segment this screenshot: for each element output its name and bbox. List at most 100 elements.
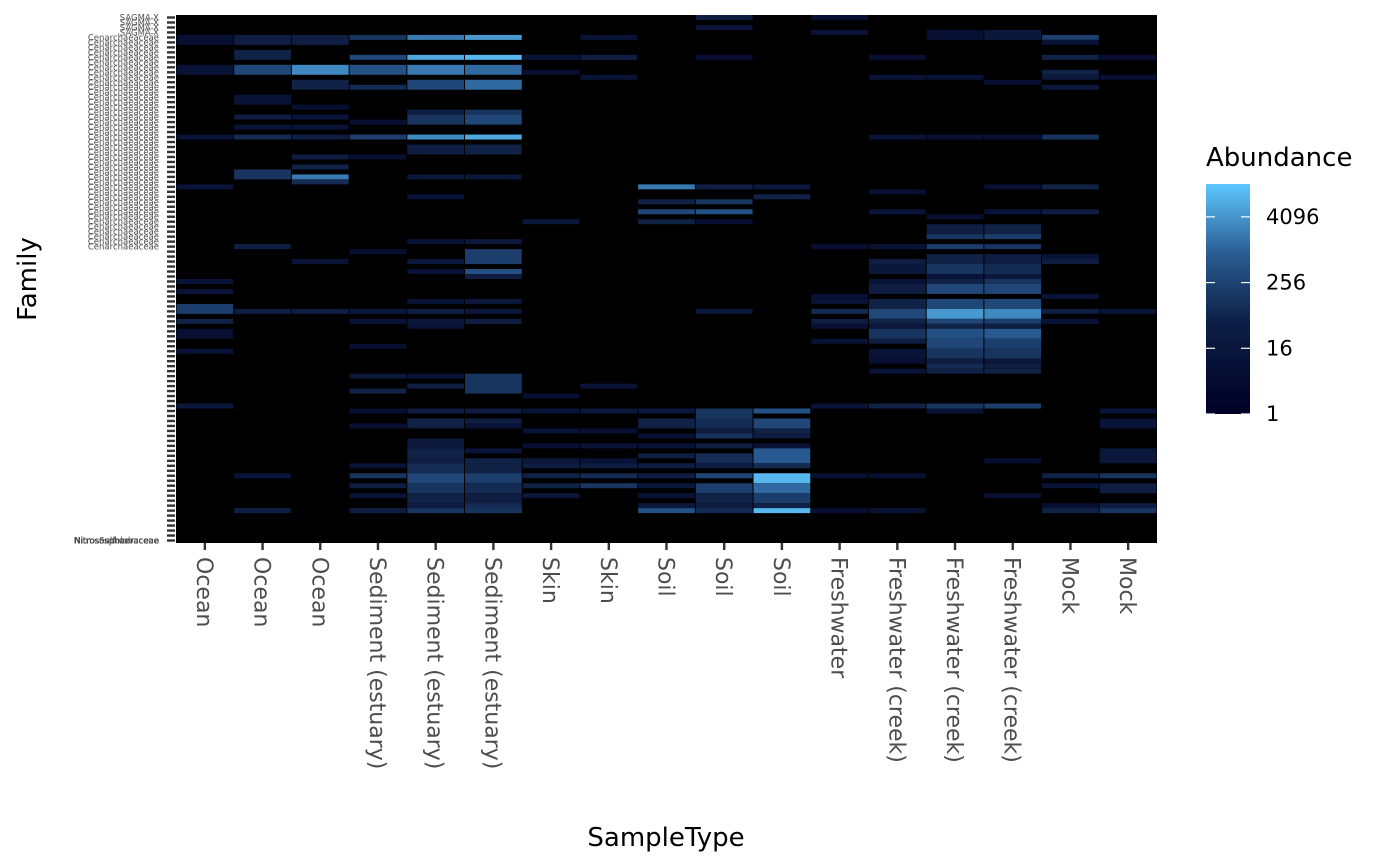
heatmap-cell [638, 443, 695, 449]
y-tick-label: Nitrososphaeraceae [74, 537, 159, 547]
heatmap-cell [234, 308, 291, 314]
heatmap-cell [176, 348, 234, 354]
heatmap-cell [407, 503, 465, 509]
y-tick-label: Nitrososphaeraceae [74, 537, 159, 547]
heatmap-cell [868, 74, 926, 80]
y-tick-label: Cenarchaeaceae [88, 243, 159, 253]
x-tick-label: Mock [1114, 557, 1139, 615]
y-tick-label: Cenarchaeaceae [88, 103, 159, 113]
heatmap-cell [465, 463, 522, 474]
heatmap-cell [234, 49, 291, 60]
heatmap-cell [1042, 184, 1099, 190]
y-tick-label: Nitrososphaeraceae [74, 537, 159, 547]
heatmap-cell [465, 79, 522, 90]
y-tick-label: Nitrososphaeraceae [74, 537, 159, 547]
y-tick-label: Cenarchaeaceae [88, 43, 159, 53]
heatmap-cell [638, 433, 695, 439]
y-tick-label: Cenarchaeaceae [88, 173, 159, 183]
heatmap-cell [176, 403, 234, 409]
legend-colorbar [1206, 184, 1250, 414]
heatmap-cell [926, 403, 984, 409]
heatmap-cell [695, 453, 753, 464]
heatmap-cell [465, 259, 522, 265]
legend-label: 4096 [1266, 205, 1319, 229]
heatmap-cell [811, 298, 868, 304]
heatmap-cell [465, 298, 522, 304]
heatmap-cell [291, 308, 349, 314]
heatmap-cell [522, 493, 580, 499]
heatmap-cell [349, 318, 407, 324]
heatmap-cell [926, 358, 984, 364]
heatmap-cell [349, 483, 407, 489]
heatmap-cell [349, 308, 407, 314]
y-tick-label: Nitrososphaeraceae [74, 537, 159, 547]
heatmap-cell [522, 483, 580, 489]
heatmap-cell [1099, 508, 1157, 514]
heatmap-cell [522, 393, 580, 399]
heatmap-cell [465, 423, 522, 429]
y-tick-label: Nitrososphaeraceae [74, 537, 159, 547]
x-tick-label: Freshwater [826, 557, 851, 679]
y-tick-label: Nitrososphaeraceae [74, 537, 159, 547]
heatmap-cell [349, 508, 407, 514]
heatmap-cell [291, 79, 349, 90]
x-tick-label: Freshwater (creek) [999, 557, 1024, 763]
y-tick-label: Nitrososphaeraceae [74, 537, 159, 547]
heatmap-cell [638, 473, 695, 479]
heatmap-cell [868, 473, 926, 479]
heatmap-cell [868, 298, 926, 309]
heatmap-cell [1042, 74, 1099, 80]
y-tick-label: Nitrososphaeraceae [74, 537, 159, 547]
heatmap-cell [926, 224, 984, 235]
heatmap-cell [349, 84, 407, 90]
heatmap-cell [984, 254, 1042, 265]
heatmap-cell [868, 283, 926, 294]
y-tick-label: Nitrososphaeraceae [74, 537, 159, 547]
heatmap-cell [695, 199, 753, 205]
y-tick-label: Cenarchaeaceae [88, 198, 159, 208]
heatmap-cell [407, 493, 465, 504]
heatmap-cell [407, 458, 465, 464]
heatmap-cell [522, 408, 580, 414]
heatmap-cell [176, 318, 234, 324]
heatmap-cell [291, 104, 349, 110]
y-tick-label: Nitrososphaeraceae [74, 537, 159, 547]
y-tick-label: Cenarchaeaceae [88, 143, 159, 153]
y-tick-label: Nitrososphaeraceae [74, 537, 159, 547]
x-tick-label: Ocean [191, 557, 216, 627]
y-tick-label: Nitrososphaeraceae [74, 537, 159, 547]
heatmap-cell [1099, 54, 1157, 60]
heatmap-cell [926, 134, 984, 140]
y-tick-label: Cenarchaeaceae [88, 113, 159, 123]
heatmap-cell [291, 164, 349, 170]
heatmap-cell [522, 458, 580, 464]
heatmap-cell [407, 64, 465, 75]
y-tick-label: Cenarchaeaceae [88, 123, 159, 133]
legend-label: 1 [1266, 402, 1279, 426]
heatmap-cell [407, 438, 465, 449]
y-tick-label: Nitrososphaeraceae [74, 537, 159, 547]
heatmap-cell [1042, 473, 1099, 479]
heatmap-cell [1099, 408, 1157, 414]
heatmap-cell [349, 34, 407, 40]
heatmap-cell [407, 269, 465, 275]
heatmap-cell [753, 473, 811, 484]
y-tick-label: Nitrososphaeraceae [74, 537, 159, 547]
heatmap-cell [811, 473, 868, 479]
y-tick-label: Cenarchaeaceae [88, 83, 159, 93]
heatmap-cell [926, 408, 984, 414]
heatmap-cell [234, 134, 291, 140]
heatmap-cell [176, 303, 234, 314]
y-tick-label: Cenarchaeaceae [88, 98, 159, 108]
heatmap-cell [465, 174, 522, 180]
heatmap-cell [868, 308, 926, 319]
heatmap-cell [580, 428, 638, 434]
heatmap-cell [695, 54, 753, 60]
heatmap-cell [580, 458, 638, 464]
heatmap-cell [811, 318, 868, 324]
x-tick-label: Mock [1056, 557, 1081, 615]
x-tick-label: Soil [653, 557, 678, 597]
heatmap-cell [1042, 508, 1099, 514]
heatmap-cell [1042, 39, 1099, 45]
heatmap-cell [234, 114, 291, 120]
